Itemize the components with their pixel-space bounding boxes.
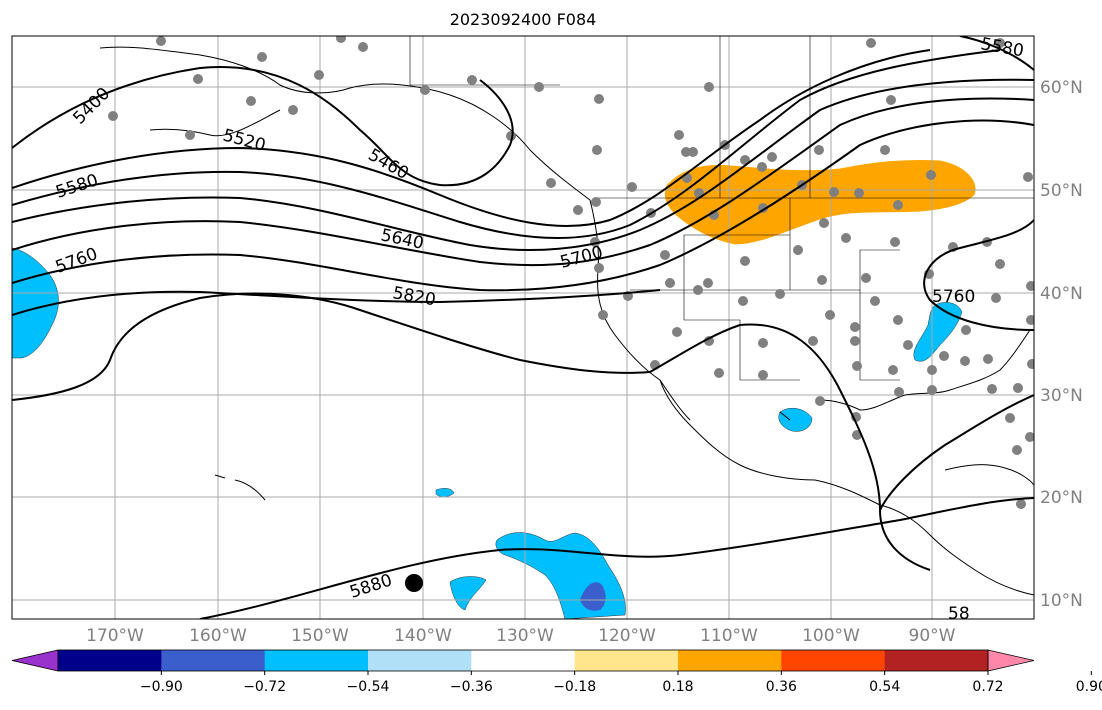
- lon-label-90w: 90°W: [909, 626, 956, 646]
- lon-label-150w: 150°W: [291, 626, 349, 646]
- lat-label-60n: 60°N: [1040, 78, 1083, 98]
- coastlines: [99, 46, 1034, 596]
- negative-anomaly-southeast: [913, 302, 963, 362]
- lon-label-170w: 170°W: [86, 626, 144, 646]
- colorbar-segment: [574, 650, 679, 671]
- lon-label-160w: 160°W: [189, 626, 247, 646]
- colorbar-segments: [11, 649, 1035, 672]
- colorbar-segment: [471, 650, 576, 671]
- colorbar-tick-label: 0.18: [662, 679, 693, 695]
- lon-label-100w: 100°W: [802, 626, 860, 646]
- contour-label-5580: 5580: [53, 170, 100, 202]
- contour-label-5760-east: 5760: [932, 287, 975, 307]
- lon-label-140w: 140°W: [394, 626, 452, 646]
- lat-label-50n: 50°N: [1040, 181, 1083, 201]
- tropical-cyclone-marker: [405, 574, 423, 592]
- contour-label-5640: 5640: [379, 225, 425, 254]
- colorbar-tick-label: 0.36: [766, 679, 797, 695]
- colorbar-tick-label: −0.36: [450, 679, 493, 695]
- colorbar-tick-label: −0.72: [243, 679, 286, 695]
- contour-label-5580-ne: 5580: [979, 34, 1025, 61]
- colorbar-tick-label: −0.90: [140, 679, 183, 695]
- colorbar-segment: [678, 650, 782, 671]
- colorbar-segment: [368, 650, 472, 671]
- negative-anomaly-west: [12, 247, 59, 359]
- strong-negative-anomaly: [580, 582, 606, 611]
- latitude-labels: 60°N 50°N 40°N 30°N 20°N 10°N: [1040, 78, 1083, 611]
- colorbar-tick-label: 0.72: [972, 679, 1003, 695]
- colorbar-segment: [884, 650, 989, 671]
- contour-label-5460: 5460: [365, 145, 412, 184]
- colorbar-tick-label: −0.18: [553, 679, 596, 695]
- colorbar-extend-high: [987, 649, 1035, 672]
- graticule: [12, 36, 1034, 619]
- colorbar-segment: [58, 650, 162, 671]
- negative-anomaly-tropical: [495, 532, 626, 619]
- contour-label-5880: 5880: [347, 570, 394, 602]
- colorbar-segment: [264, 650, 369, 671]
- contour-label-5520: 5520: [221, 126, 268, 157]
- negative-anomaly-islands: [449, 576, 487, 611]
- contour-label-5820: 5820: [391, 283, 437, 310]
- lon-label-110w: 110°W: [700, 626, 758, 646]
- lon-label-120w: 120°W: [598, 626, 656, 646]
- contour-label-5760-west: 5760: [53, 244, 100, 278]
- negative-anomaly-mexico: [778, 407, 813, 432]
- map-area: 5400 5520 5460 5580 5640 5700 5760 5820 …: [12, 34, 1034, 624]
- colorbar-tick-label: 0.90: [1076, 679, 1102, 695]
- lon-label-130w: 130°W: [496, 626, 554, 646]
- figure-title: 2023092400 F084: [450, 10, 597, 29]
- colorbar-outline: [57, 649, 989, 672]
- colorbar: −0.90 −0.72 −0.54 −0.36 −0.18 0.18 0.36 0.54 0.7…: [11, 649, 1102, 695]
- contour-label-group: 5400 5520 5460 5580 5640 5700 5760 5820 …: [53, 34, 1025, 624]
- colorbar-extend-low: [11, 649, 59, 672]
- lat-label-10n: 10°N: [1040, 591, 1083, 611]
- lat-label-20n: 20°N: [1040, 488, 1083, 508]
- contour-label-58-se: 58: [948, 604, 970, 624]
- colorbar-labels: −0.90 −0.72 −0.54 −0.36 −0.18 0.18 0.36 0.54 0.7…: [140, 679, 1102, 695]
- lat-label-40n: 40°N: [1040, 284, 1083, 304]
- station-markers: [108, 36, 1034, 509]
- negative-anomaly-small: [435, 488, 455, 498]
- longitude-labels: 170°W 160°W 150°W 140°W 130°W 120°W 110°…: [86, 626, 956, 646]
- colorbar-ticks: [160, 671, 1092, 675]
- colorbar-segment: [781, 650, 886, 671]
- colorbar-tick-label: −0.54: [347, 679, 390, 695]
- height-contours: [12, 36, 1034, 619]
- colorbar-segment: [161, 650, 266, 671]
- colorbar-tick-label: 0.54: [869, 679, 900, 695]
- map-frame: [11, 35, 1035, 620]
- lat-label-30n: 30°N: [1040, 386, 1083, 406]
